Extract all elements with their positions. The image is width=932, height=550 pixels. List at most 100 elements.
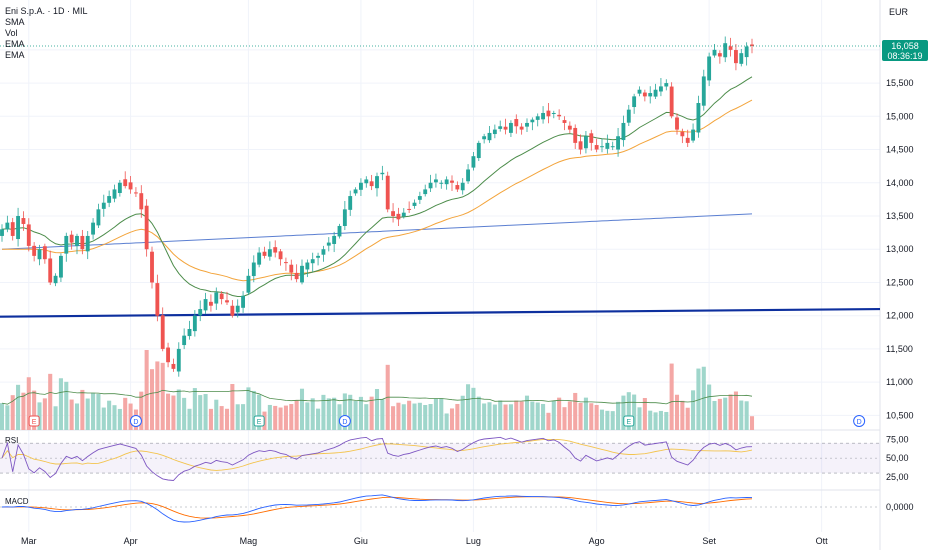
candle [519, 123, 524, 135]
volume-bar [573, 392, 578, 430]
candle-body [198, 309, 203, 316]
candle-body [621, 122, 626, 141]
volume-bars [0, 350, 755, 430]
candle [150, 246, 154, 289]
candle [546, 102, 551, 124]
candle [541, 106, 545, 124]
candle-body [75, 235, 79, 246]
candle [305, 259, 310, 278]
volume-bar [26, 377, 31, 430]
volume-bar [546, 412, 551, 430]
candle-body [59, 255, 63, 278]
candle [316, 252, 320, 266]
candle-body [396, 213, 401, 220]
symbol-title[interactable]: Eni S.p.A. · 1D · MIL [5, 6, 88, 16]
candle-body [476, 142, 481, 159]
candle [134, 187, 138, 198]
volume-bar [171, 395, 176, 430]
candle-body [450, 180, 454, 183]
event-markers[interactable]: EDEDEDED [28, 415, 932, 427]
candle [380, 165, 385, 181]
candle-body [91, 222, 95, 235]
candle-body [584, 136, 588, 149]
candle-body [69, 234, 74, 243]
candles[interactable] [0, 36, 754, 377]
candle [198, 300, 203, 322]
last-price-tag: 16,058 08:36:19 [882, 40, 928, 61]
volume-bar [578, 402, 583, 430]
macd-label[interactable]: MACD [5, 497, 29, 506]
candle [428, 174, 433, 192]
currency-label[interactable]: EUR [889, 7, 909, 17]
candle-body [659, 86, 663, 92]
candle [567, 121, 572, 134]
candle-body [557, 114, 562, 117]
candle [209, 294, 213, 312]
candle-body [739, 53, 744, 64]
candle [123, 171, 128, 189]
price-tick: 12,500 [886, 277, 914, 287]
candle-body [637, 89, 642, 94]
candle-body [117, 182, 122, 194]
candle-body [728, 46, 733, 50]
candle [444, 176, 449, 190]
dividend-marker: D [129, 415, 142, 427]
candle-body [16, 216, 20, 240]
candle-body [219, 293, 224, 300]
earnings-letter: E [32, 419, 37, 426]
candle [535, 113, 540, 127]
candle [685, 129, 690, 148]
price-tick: 15,000 [886, 111, 914, 121]
volume-bar [310, 398, 315, 430]
volume-bar [460, 395, 465, 430]
candle [466, 164, 470, 184]
rsi-label[interactable]: RSI [5, 436, 19, 445]
volume-bar [16, 384, 21, 430]
candle [144, 199, 149, 257]
candle-body [235, 305, 240, 313]
price-tick: 14,000 [886, 178, 914, 188]
legend-sma[interactable]: SMA [5, 17, 25, 27]
trendline-layer[interactable] [0, 307, 881, 318]
volume-bar [535, 402, 540, 430]
candle-body [32, 245, 37, 256]
candle-body [144, 205, 149, 250]
candle [632, 93, 637, 114]
candle-body [48, 258, 53, 283]
candle-body [10, 222, 15, 236]
volume-bar [664, 411, 669, 430]
month-label: Mar [21, 536, 37, 546]
earnings-marker: E [28, 415, 40, 427]
volume-bar [342, 393, 347, 430]
volume-bar [723, 397, 728, 430]
candle-body [482, 136, 487, 140]
volume-bar [117, 408, 122, 430]
candle [401, 208, 406, 219]
legend-ema-1[interactable]: EMA [5, 39, 25, 49]
candle [701, 69, 706, 111]
candle [509, 120, 513, 137]
price-axis[interactable]: 10,500 11,000 11,500 12,000 12,500 13,000 13,5… [886, 78, 914, 512]
volume-bar [482, 403, 487, 430]
candle-body [176, 348, 181, 372]
macd-signal-line [2, 496, 753, 519]
candle-body [101, 202, 106, 209]
volume-bar [123, 397, 128, 430]
volume-bar [407, 400, 412, 430]
horizontal-trendline [0, 307, 881, 318]
candle [155, 274, 160, 322]
volume-bar [648, 410, 653, 430]
countdown-timer: 08:36:19 [887, 51, 923, 61]
volume-bar [626, 392, 631, 430]
candle-body [578, 141, 583, 150]
volume-bar [632, 394, 637, 430]
legend-ema-2[interactable]: EMA [5, 50, 25, 60]
legend-vol[interactable]: Vol [5, 28, 18, 38]
candle [525, 118, 529, 133]
volume-bar [166, 393, 171, 430]
candle-body [642, 92, 647, 97]
candle-body [653, 89, 658, 97]
candle [332, 231, 337, 253]
ema-slow-line [2, 99, 753, 282]
